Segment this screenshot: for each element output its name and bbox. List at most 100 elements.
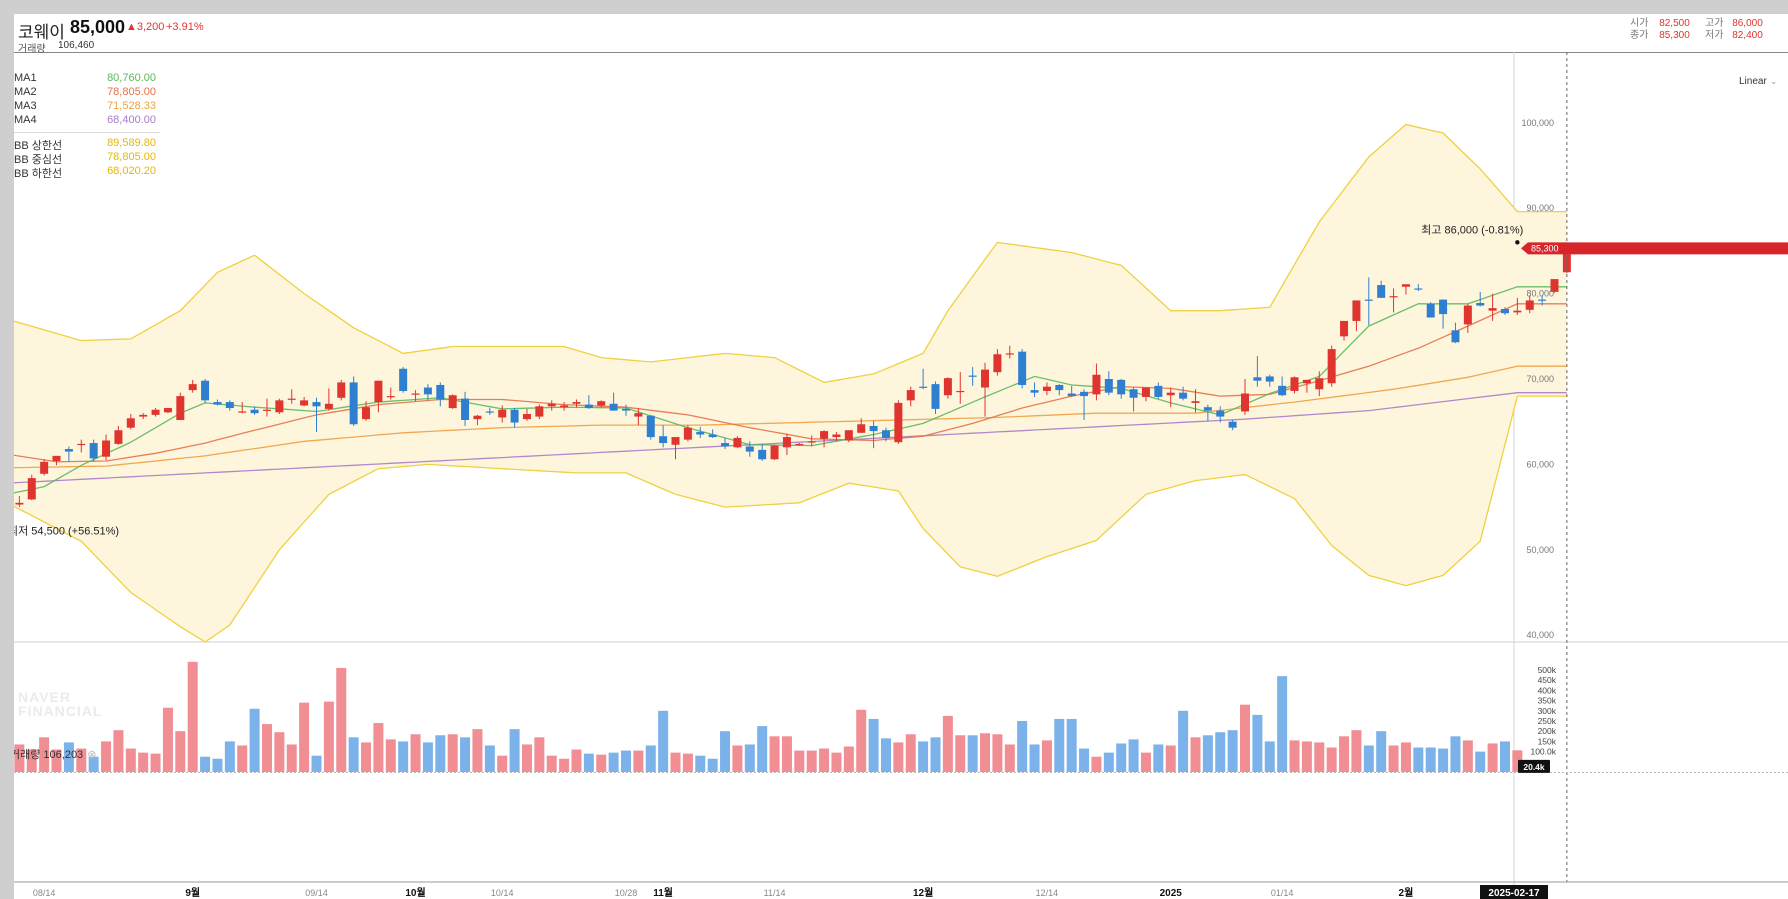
price-tick-label: 90,000 [1526,203,1554,213]
volume-bar [1339,736,1350,772]
legend-value: 89,589.80 [107,137,156,149]
x-tick-label: 09/14 [305,888,328,898]
high-label: 고가 [1705,18,1724,29]
volume-bar [497,755,508,772]
price-chart[interactable]: 최고 86,000 (-0.81%) 최저 54,500 (+56.51%) 100… [14,14,1788,899]
price-tick-label: 60,000 [1526,459,1554,469]
volume-bar [1450,736,1461,772]
volume-bar [113,730,124,772]
candle [163,408,172,413]
candle [89,443,98,459]
candle [869,425,878,432]
volume-bar [757,726,768,772]
x-tick-label: 9월 [185,887,200,899]
legend-divider [14,132,160,133]
candle [1476,302,1485,306]
volume-current-badge [1518,759,1550,773]
volume-bar [311,755,322,772]
volume-current-value: 20.4k [1523,762,1545,772]
candle [1154,385,1163,397]
volume-bar [992,734,1003,772]
indicator-legend: MA1 80,760.00 MA2 78,805.00 MA3 71,528.3… [14,72,164,180]
candle [448,395,457,409]
volume-bar [1475,751,1486,772]
volume-bar [1363,745,1374,772]
volume-bar [1054,718,1065,772]
candle [919,386,928,388]
volume-bar [435,735,446,772]
volume-bar [670,752,681,772]
candle [547,403,556,407]
volume-bar [1425,747,1436,772]
volume-bar [682,753,693,772]
legend-value: 80,760.00 [107,72,156,84]
volume-bar [1512,750,1523,772]
legend-value: 68,020.20 [107,165,156,177]
candle [1030,390,1039,393]
volume-bar [63,742,74,772]
candle [1203,407,1212,411]
candle [461,398,470,420]
legend-ma4: MA4 68,400.00 [14,114,164,128]
volume-bar [1041,740,1052,772]
volume-bar [224,741,235,772]
candle [201,380,210,401]
candle [411,393,420,395]
candle [560,405,569,408]
candle [584,404,593,409]
candle [1005,353,1014,355]
scale-mode-dropdown[interactable]: Linear ⌄ [1739,76,1777,87]
high-value: 86,000 [1732,18,1763,29]
volume-bar [1252,714,1263,772]
candle [572,402,581,404]
volume-bar [175,731,186,772]
candle [696,431,705,435]
volume-bar [1165,745,1176,772]
volume-panel-label: 거래량 106,203 [14,749,84,761]
volume-bar [274,732,285,772]
candle [1104,379,1113,393]
candle [1092,374,1101,395]
candle [510,409,519,423]
volume-bar [1153,744,1164,772]
volume-bar [695,755,706,772]
scale-mode-label: Linear [1739,76,1767,87]
volume-bar [583,753,594,772]
candle [275,400,284,413]
volume-bar [1277,676,1288,772]
candle [1451,330,1460,343]
volume-bar [1066,718,1077,772]
candle [1265,376,1274,382]
volume-bar [472,729,483,772]
candle [782,437,791,448]
volume-bar [1351,730,1362,772]
candle [1141,387,1150,397]
candle [1488,308,1497,311]
volume-tick-label: 450k [1538,675,1557,685]
legend-name: MA4 [14,114,37,126]
candle [337,382,346,398]
date-badge-label: 2025-02-17 [1488,888,1540,899]
candle [362,407,371,420]
volume-bar [645,745,656,772]
volume-tick-label: 250k [1538,716,1557,726]
volume-bar [162,707,173,772]
volume-bar [868,718,879,772]
candle [968,375,977,377]
legend-name: BB 하한선 [14,168,63,180]
candle [473,415,482,420]
volume-bar [942,715,953,772]
volume-bar [39,737,50,772]
volume-bar [509,729,520,772]
candle [634,413,643,417]
volume-bar [1326,747,1337,772]
volume-bar [608,752,619,772]
volume-bar [707,758,718,772]
close-icon[interactable]: ⊗ [87,749,97,761]
volume-bar [571,749,582,772]
price-change: ▲3,200 [126,21,165,33]
candle [522,414,531,420]
candle [1315,378,1324,390]
volume-tick-label: 500k [1538,665,1557,675]
legend-bb-middle: BB 중심선 78,805.00 [14,151,164,166]
